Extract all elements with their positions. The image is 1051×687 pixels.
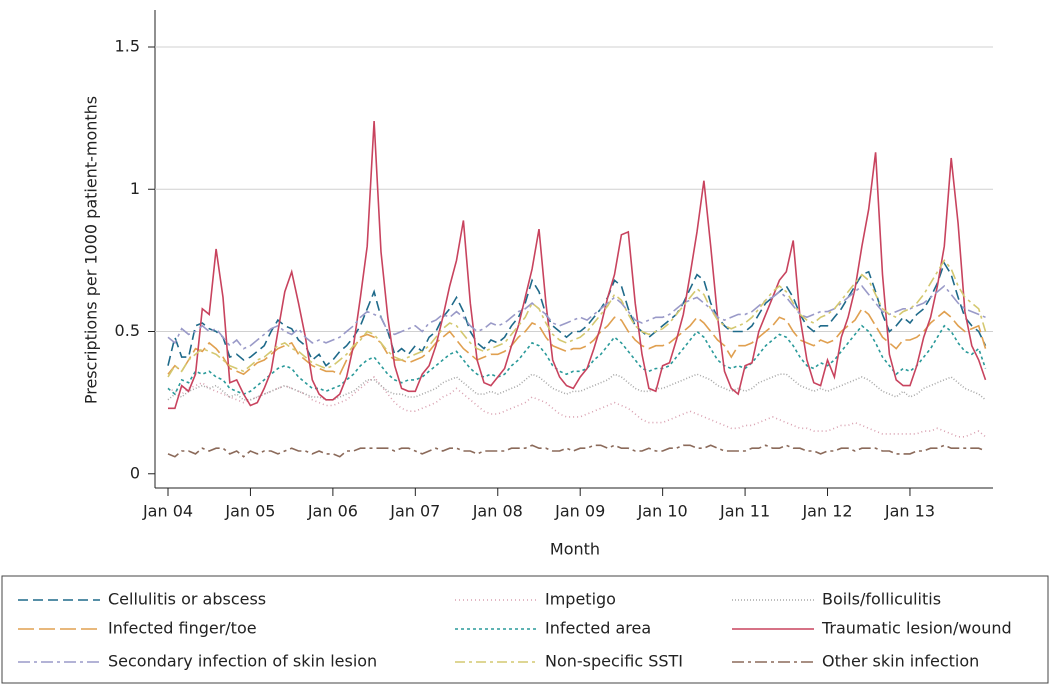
legend-label: Secondary infection of skin lesion <box>108 652 377 671</box>
y-tick-label: 1.5 <box>115 36 140 55</box>
series-line <box>167 373 987 401</box>
x-tick-label: Jan 06 <box>307 502 358 521</box>
legend-box <box>1 575 1049 684</box>
series-line <box>167 444 986 458</box>
x-tick-label: Jan 10 <box>637 502 688 521</box>
legend-label: Infected finger/toe <box>108 619 257 638</box>
y-tick-label: 0 <box>130 463 140 482</box>
series-line <box>168 120 987 410</box>
y-tick-label: 0.5 <box>115 321 140 340</box>
legend-label: Impetigo <box>545 590 616 609</box>
x-tick-label: Jan 08 <box>472 502 523 521</box>
y-tick-label: 1 <box>130 179 140 198</box>
series-line <box>167 261 987 367</box>
x-axis-label: Month <box>550 540 600 559</box>
series-line <box>167 259 987 378</box>
legend-label: Traumatic lesion/wound <box>821 619 1012 638</box>
x-tick-label: Jan 11 <box>719 502 770 521</box>
series-line <box>167 284 986 350</box>
legend-label: Other skin infection <box>822 652 979 671</box>
x-tick-label: Jan 05 <box>224 502 275 521</box>
x-tick-label: Jan 13 <box>884 502 935 521</box>
legend-label: Boils/folliculitis <box>822 590 941 609</box>
series-line <box>167 375 987 438</box>
series-line <box>167 324 987 396</box>
legend-label: Infected area <box>545 619 651 638</box>
x-tick-label: Jan 07 <box>389 502 440 521</box>
legend-label: Non-specific SSTI <box>545 652 683 671</box>
legend-label: Cellulitis or abscess <box>108 590 266 609</box>
x-tick-label: Jan 12 <box>801 502 852 521</box>
series-line <box>167 307 987 376</box>
y-axis-label: Prescriptions per 1000 patient-months <box>82 96 101 404</box>
x-tick-label: Jan 04 <box>142 502 193 521</box>
x-tick-label: Jan 09 <box>554 502 605 521</box>
